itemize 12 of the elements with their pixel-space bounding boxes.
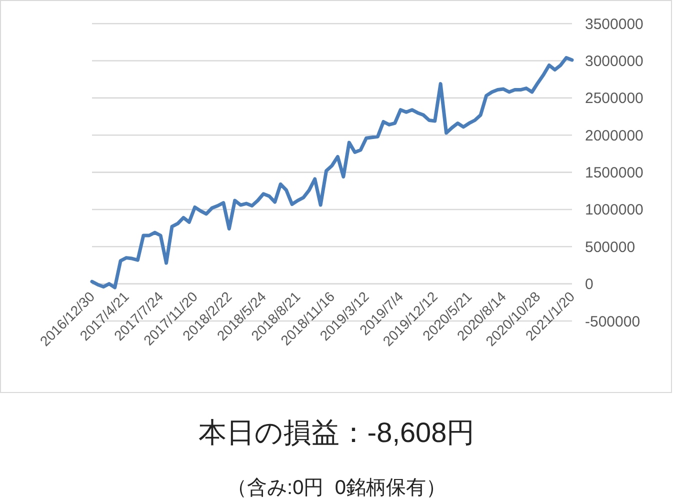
y-tick-label: 0 xyxy=(585,276,594,294)
y-tick-label: 1500000 xyxy=(585,164,644,182)
text: 本日の損益：-8,608円 xyxy=(198,417,475,448)
y-tick-label: 2000000 xyxy=(585,127,644,144)
y-tick-label: 1000000 xyxy=(585,202,644,219)
y-tick-label: 2500000 xyxy=(585,90,644,108)
y-tick-label: 500000 xyxy=(585,238,636,256)
y-tick-label: -500000 xyxy=(585,313,640,330)
text: （含み:0円 0銘柄保有） xyxy=(227,477,446,499)
y-tick-label: 3000000 xyxy=(585,53,644,70)
y-tick-label: 3500000 xyxy=(585,16,644,33)
line-series xyxy=(90,56,574,290)
